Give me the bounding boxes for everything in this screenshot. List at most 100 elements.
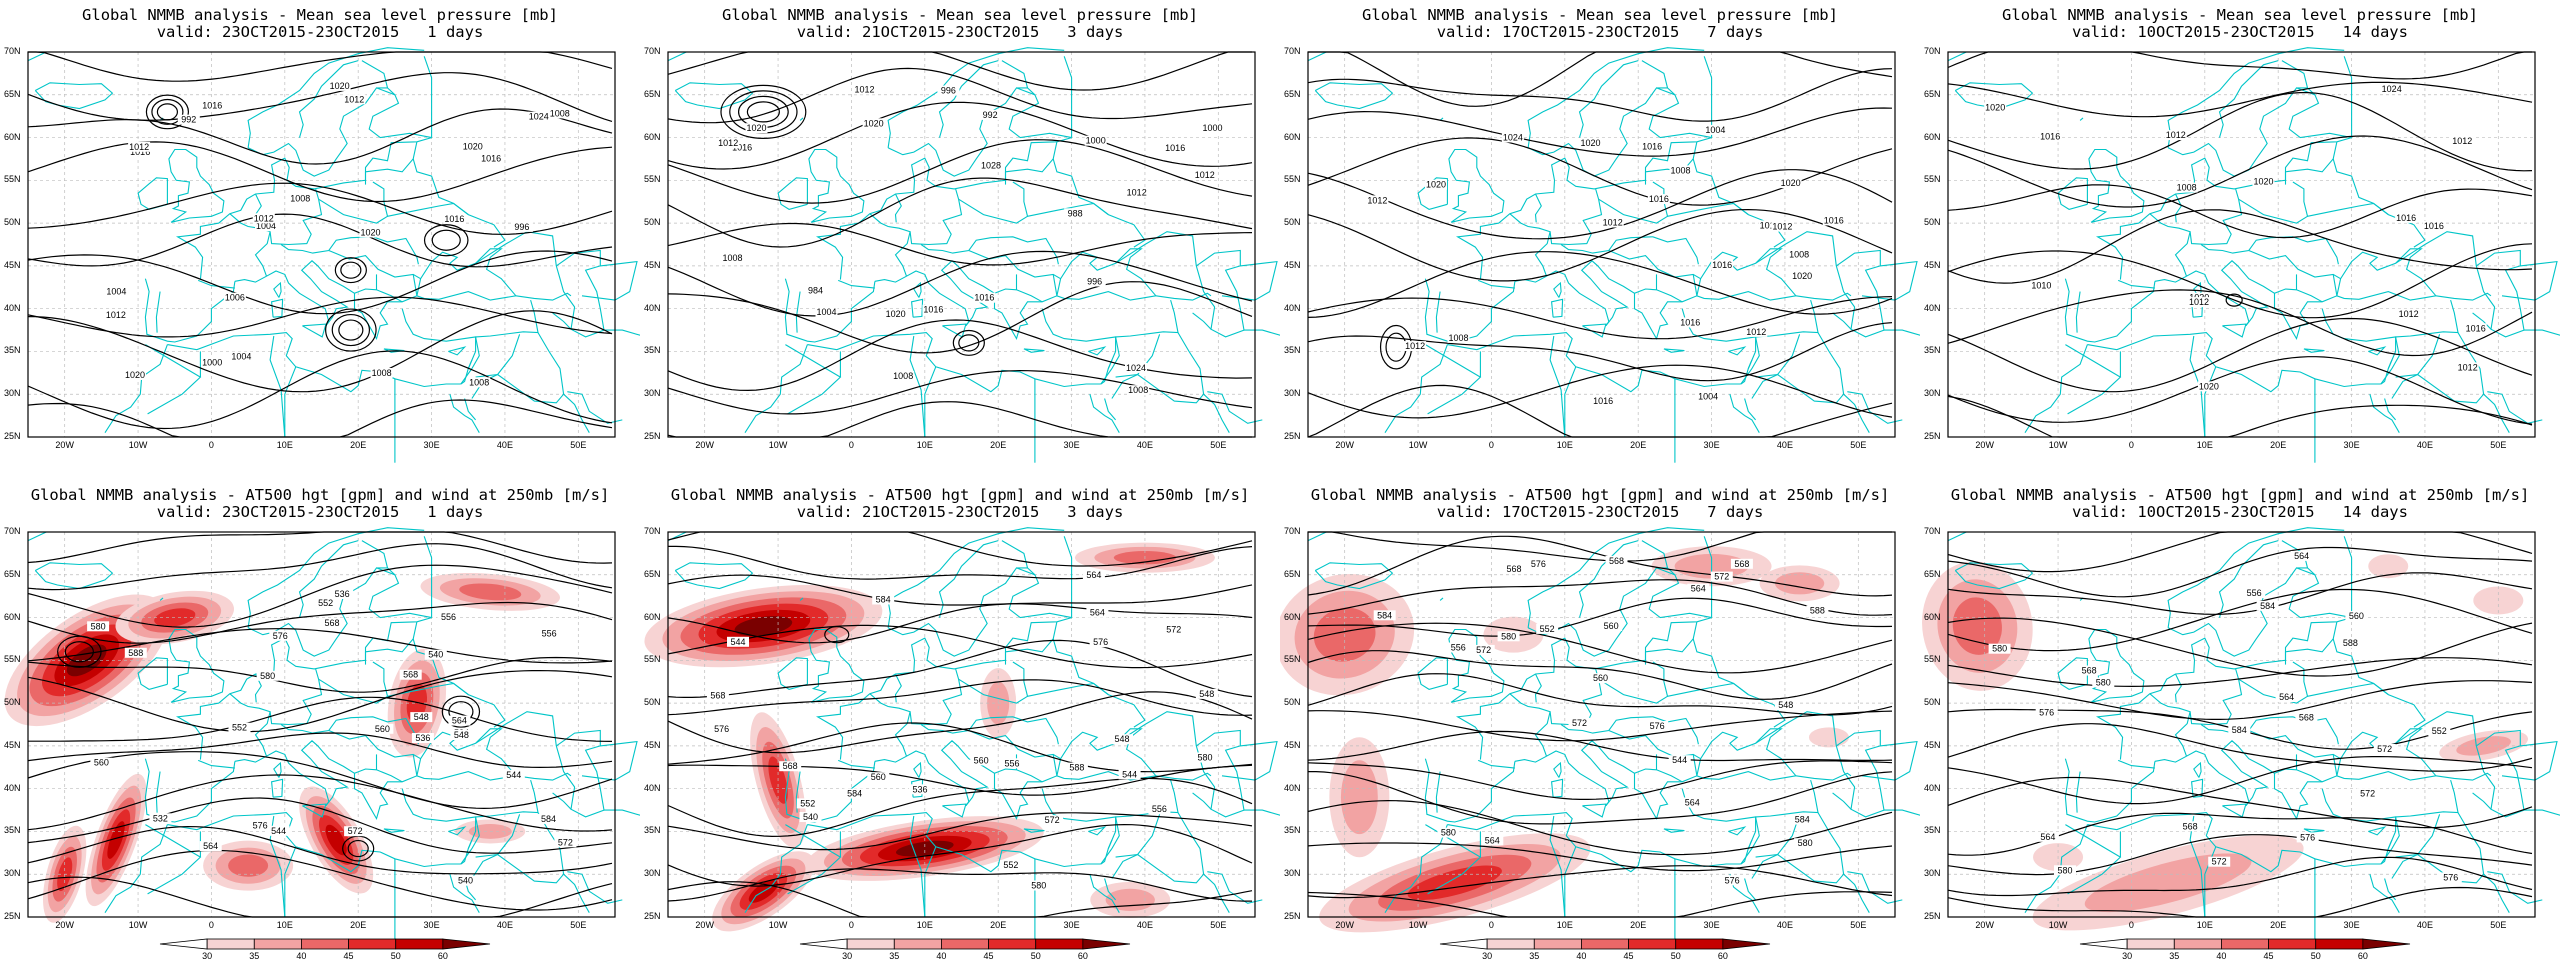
contour-label-bg <box>124 647 147 658</box>
contour-label: 1008 <box>550 108 570 118</box>
contour-label: 568 <box>783 761 798 771</box>
colorbar-swatch <box>159 938 208 950</box>
contour-label-bg <box>2054 865 2076 876</box>
coastline <box>1052 638 1094 684</box>
coastline <box>2117 759 2155 769</box>
contour-line <box>27 670 613 733</box>
latitude-label: 50N <box>1924 217 1941 228</box>
contour-label-bg <box>1697 391 1720 402</box>
colorbar-label: 35 <box>249 951 260 961</box>
contour-label-bg <box>249 820 272 831</box>
contour-line <box>1308 51 1893 107</box>
contour-label-bg <box>1771 221 1794 232</box>
panel-title: Global NMMB analysis - AT500 hgt [gpm] a… <box>1950 486 2530 504</box>
contour-label-bg <box>970 755 993 766</box>
contour-label: 1006 <box>225 293 245 303</box>
coastline <box>1104 398 1117 421</box>
coastline <box>144 758 236 823</box>
contour-line <box>667 574 1253 606</box>
latitude-label: 65N <box>644 88 661 99</box>
colorbar-swatch <box>988 938 1037 950</box>
contour-label: 544 <box>1122 769 1137 779</box>
contour-label: 576 <box>1650 721 1665 731</box>
coastline <box>2343 536 2353 618</box>
latitude-label: 60N <box>4 611 21 622</box>
contour-lines <box>1307 51 1893 438</box>
coastline <box>145 344 202 415</box>
coastline <box>909 815 926 918</box>
coastline <box>271 778 284 798</box>
closed-contour <box>746 101 780 123</box>
map-canvas: 544 548 552 556 560 564 568 572 576 580 584 588 560 5… <box>1280 527 1920 943</box>
contour-line <box>667 624 1253 669</box>
contour-label-bg <box>2456 362 2479 373</box>
contour-label: 1020 <box>1781 178 1801 188</box>
contour-label: 1016 <box>1165 143 1185 153</box>
contour-label: 580 <box>1501 631 1516 641</box>
contour-label-bg <box>1404 341 1427 352</box>
wind-speed-area <box>2084 853 2252 913</box>
coastline <box>2024 344 2088 433</box>
coastline <box>2395 779 2459 818</box>
coastline <box>909 668 963 726</box>
longitude-label: 30E <box>1063 920 1080 930</box>
contour-line <box>27 564 613 628</box>
contour-label-bg <box>328 80 351 91</box>
coastline <box>1192 312 1212 330</box>
coastline <box>376 567 396 576</box>
contour-label-bg <box>867 772 890 783</box>
coastline <box>887 567 1072 657</box>
contour-label-bg <box>1791 271 1814 281</box>
contour-label: 568 <box>403 670 418 680</box>
contour-label: 1008 <box>372 368 392 378</box>
contour-line <box>667 369 1253 415</box>
coastline <box>994 768 1043 783</box>
coastline <box>667 51 687 62</box>
colorbar-swatch <box>1439 938 1488 950</box>
coastline <box>581 740 638 781</box>
colorbar-swatch <box>2079 938 2128 950</box>
coastline <box>552 312 572 330</box>
longitude-label: 0 <box>208 920 214 930</box>
contour-label: 564 <box>2294 551 2309 561</box>
coastline <box>1155 772 1212 781</box>
coastline <box>1514 260 1796 341</box>
coastline <box>1696 728 1797 777</box>
coastline <box>1023 348 1045 353</box>
colorbar-label: 45 <box>2263 951 2274 961</box>
panel-title: Global NMMB analysis - AT500 hgt [gpm] a… <box>1310 486 1890 504</box>
contour-label: 584 <box>847 789 862 799</box>
coastline <box>958 181 1029 224</box>
map-panel: Global NMMB analysis - AT500 hgt [gpm] a… <box>640 480 1280 961</box>
colorbar-swatch <box>395 938 444 950</box>
contour-line <box>1947 356 2533 425</box>
coastlines <box>1947 47 2560 463</box>
panel-valid-date: valid: 23OCT2015-23OCT2015 1 days <box>156 23 484 41</box>
contour-label: 1016 <box>1712 260 1732 270</box>
coastline <box>744 824 808 913</box>
coastline <box>1578 540 1639 618</box>
coastline <box>401 308 477 385</box>
contour-label-bg <box>843 788 866 799</box>
coastline <box>2174 193 2182 223</box>
latitude-label: 40N <box>1284 782 1301 793</box>
map-canvas: 1004 1008 1012 1016 1020 1024 1020 1016 1012 1004… <box>1307 47 1920 463</box>
contour-label: 564 <box>1485 835 1500 845</box>
latitude-label: 60N <box>1924 131 1941 142</box>
colorbar-label: 35 <box>889 951 900 961</box>
contour-label-bg <box>853 84 876 95</box>
contour-line <box>667 67 1253 124</box>
contour-label: 1004 <box>816 307 836 317</box>
contour-label: 1024 <box>2382 84 2402 94</box>
coastline <box>808 628 865 703</box>
colorbar-swatch <box>893 938 942 950</box>
contour-label-bg <box>1366 195 1389 206</box>
contour-label-bg <box>255 221 277 232</box>
coastline <box>1439 597 1444 601</box>
contour-label: 1024 <box>1503 132 1523 142</box>
longitude-label: 10E <box>276 440 293 450</box>
coastline <box>815 617 1072 760</box>
contour-label: 1008 <box>1789 249 1809 259</box>
contour-line <box>1947 531 2533 573</box>
contour-label: 584 <box>2232 725 2247 735</box>
